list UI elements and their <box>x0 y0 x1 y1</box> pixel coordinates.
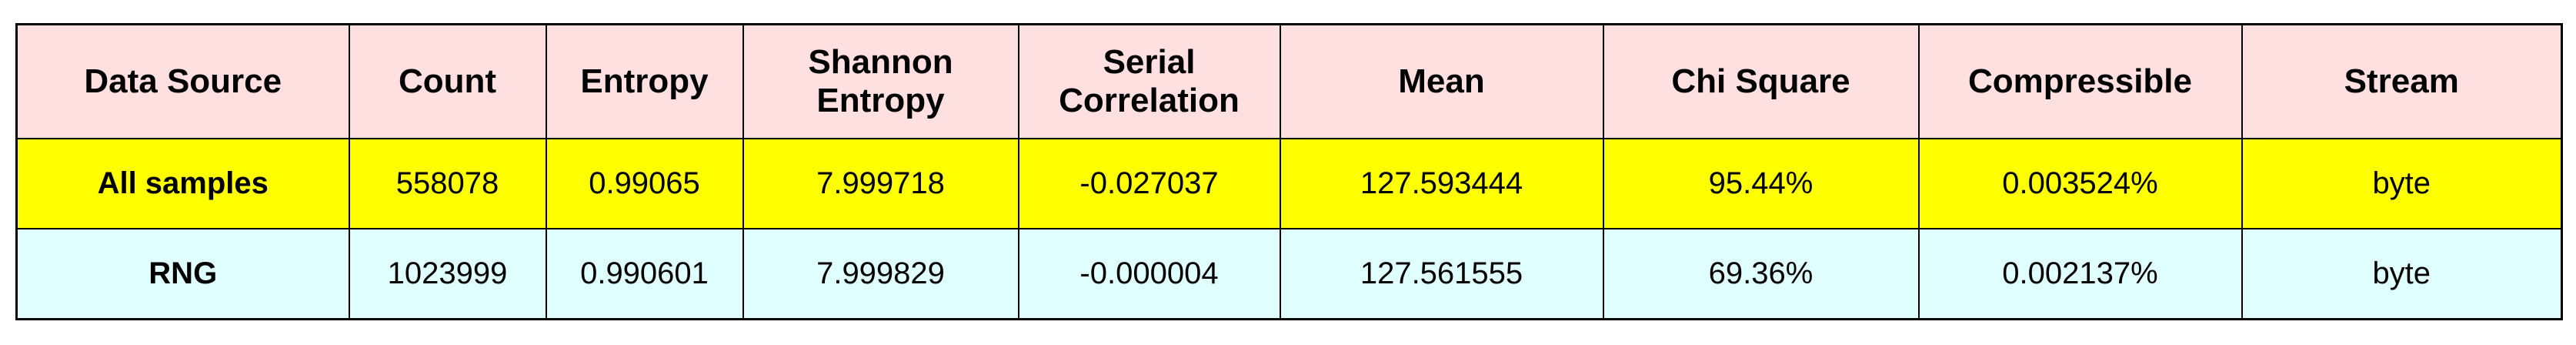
cell-entropy: 0.99065 <box>545 138 744 229</box>
cell-chi-square: 95.44% <box>1602 138 1920 229</box>
cell-serial-correlation: -0.027037 <box>1017 138 1281 229</box>
header-data-source: Data Source <box>15 23 350 139</box>
cell-compressible: 0.003524% <box>1917 138 2243 229</box>
statistics-table: Data Source Count Entropy Shannon Entrop… <box>15 23 2563 320</box>
cell-shannon-entropy: 7.999829 <box>742 227 1019 320</box>
header-count: Count <box>348 23 547 139</box>
cell-mean: 127.561555 <box>1279 227 1604 320</box>
table-row: All samples 558078 0.99065 7.999718 -0.0… <box>15 138 2563 229</box>
header-stream: Stream <box>2241 23 2563 139</box>
cell-chi-square: 69.36% <box>1602 227 1920 320</box>
cell-stream: byte <box>2241 227 2563 320</box>
header-serial-correlation: Serial Correlation <box>1017 23 1281 139</box>
cell-compressible: 0.002137% <box>1917 227 2243 320</box>
header-entropy: Entropy <box>545 23 744 139</box>
cell-mean: 127.593444 <box>1279 138 1604 229</box>
header-row: Data Source Count Entropy Shannon Entrop… <box>15 23 2563 139</box>
cell-shannon-entropy: 7.999718 <box>742 138 1019 229</box>
cell-count: 558078 <box>348 138 547 229</box>
cell-count: 1023999 <box>348 227 547 320</box>
header-chi-square: Chi Square <box>1602 23 1920 139</box>
cell-entropy: 0.990601 <box>545 227 744 320</box>
row-label-all-samples: All samples <box>15 138 350 229</box>
header-shannon-entropy: Shannon Entropy <box>742 23 1019 139</box>
cell-serial-correlation: -0.000004 <box>1017 227 1281 320</box>
header-compressible: Compressible <box>1917 23 2243 139</box>
header-mean: Mean <box>1279 23 1604 139</box>
row-label-rng: RNG <box>15 227 350 320</box>
cell-stream: byte <box>2241 138 2563 229</box>
table-row: RNG 1023999 0.990601 7.999829 -0.000004 … <box>15 227 2563 320</box>
